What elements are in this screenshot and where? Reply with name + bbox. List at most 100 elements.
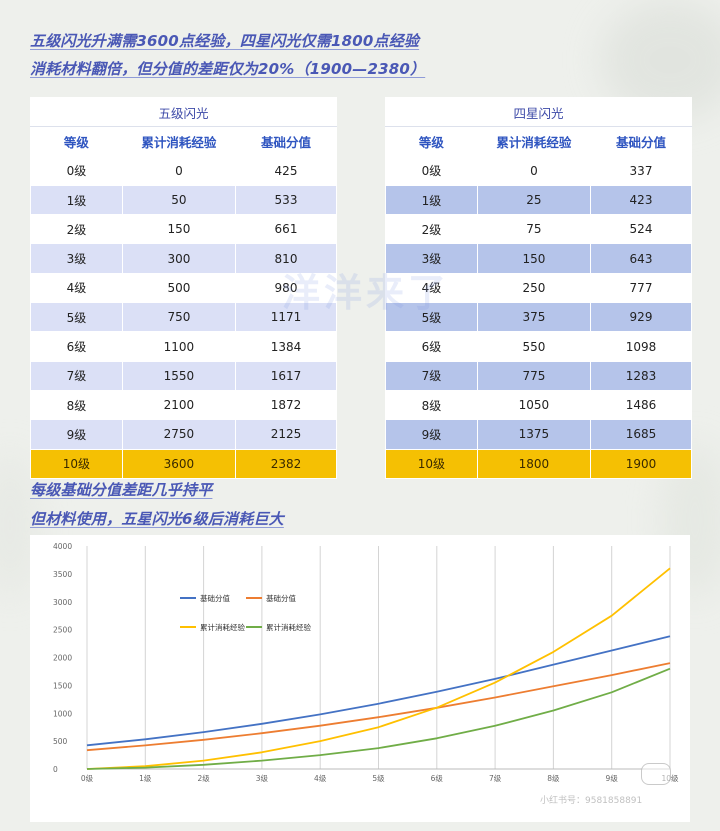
heading-line-3: 每级基础分值差距几乎持平 xyxy=(30,481,213,499)
cell-level: 8级 xyxy=(385,389,478,421)
series-line xyxy=(86,667,671,770)
cell-level: 10级 xyxy=(385,448,478,479)
badge-decoration xyxy=(641,763,671,785)
x-tick-label: 0级 xyxy=(81,773,94,783)
cell-score: 929 xyxy=(590,302,692,333)
cell-score: 533 xyxy=(235,184,337,216)
cell-score: 661 xyxy=(235,214,337,245)
x-tick-label: 8级 xyxy=(547,773,560,783)
series-line xyxy=(86,635,671,747)
cell-level: 2级 xyxy=(385,214,478,245)
cell-exp: 500 xyxy=(121,272,237,304)
cell-score: 810 xyxy=(235,243,337,274)
table-row: 8级 2100 1872 xyxy=(30,389,337,421)
cell-exp: 1550 xyxy=(121,360,237,391)
table-row: 1级 25 423 xyxy=(385,184,692,216)
column-header-exp: 累计消耗经验 xyxy=(476,126,592,157)
cell-exp: 750 xyxy=(121,302,237,333)
cell-score: 2125 xyxy=(235,419,337,450)
table-row: 8级 1050 1486 xyxy=(385,389,692,421)
cell-score: 1171 xyxy=(235,302,337,333)
cell-exp: 3600 xyxy=(121,448,237,479)
cell-level: 9级 xyxy=(30,419,123,450)
table-row: 1级 50 533 xyxy=(30,184,337,216)
x-tick-label: 5级 xyxy=(372,773,385,783)
table-row: 0级 0 337 xyxy=(385,155,692,186)
cell-score: 423 xyxy=(590,184,692,216)
cell-level: 0级 xyxy=(30,155,123,186)
x-tick-label: 3级 xyxy=(256,773,269,783)
cell-exp: 1050 xyxy=(476,389,592,421)
table-row: 0级 0 425 xyxy=(30,155,337,186)
heading-line-4: 但材料使用，五星闪光6级后消耗巨大 xyxy=(30,510,284,528)
column-header-exp: 累计消耗经验 xyxy=(121,126,237,157)
column-header-score: 基础分值 xyxy=(235,126,337,157)
table-row: 4级 500 980 xyxy=(30,272,337,304)
column-header-level: 等级 xyxy=(385,126,478,157)
cell-level: 6级 xyxy=(30,331,123,362)
cell-level: 3级 xyxy=(385,243,478,274)
series-line xyxy=(86,567,671,770)
cell-score: 1872 xyxy=(235,389,337,421)
table-row: 7级 775 1283 xyxy=(385,360,692,391)
cell-exp: 300 xyxy=(121,243,237,274)
cell-exp: 150 xyxy=(121,214,237,245)
x-tick-label: 6级 xyxy=(431,773,444,783)
series-line xyxy=(86,662,671,752)
y-tick-label: 2000 xyxy=(53,654,72,663)
cell-score: 980 xyxy=(235,272,337,304)
corner-watermark: 小红书号：9581858891 xyxy=(540,796,643,806)
x-tick-label: 1级 xyxy=(139,773,152,783)
table-title: 五级闪光 xyxy=(30,96,337,128)
legend-label: 累计消耗经验 xyxy=(200,622,245,632)
cell-level: 9级 xyxy=(385,419,478,450)
y-tick-label: 0 xyxy=(53,765,58,774)
x-tick-label: 7级 xyxy=(489,773,502,783)
cell-score: 643 xyxy=(590,243,692,274)
cell-level: 7级 xyxy=(30,360,123,391)
cell-exp: 25 xyxy=(476,184,592,216)
cell-exp: 1100 xyxy=(121,331,237,362)
y-tick-label: 4000 xyxy=(53,542,72,551)
table-row: 6级 1100 1384 xyxy=(30,331,337,362)
x-tick-label: 4级 xyxy=(314,773,327,783)
table-row: 3级 150 643 xyxy=(385,243,692,274)
column-header-level: 等级 xyxy=(30,126,123,157)
heading-line-2: 消耗材料翻倍，但分值的差距仅为20%（1900—2380） xyxy=(30,60,426,78)
cell-level: 8级 xyxy=(30,389,123,421)
table-row: 6级 550 1098 xyxy=(385,331,692,362)
cell-score: 777 xyxy=(590,272,692,304)
legend-label: 基础分值 xyxy=(200,593,230,603)
cell-level: 6级 xyxy=(385,331,478,362)
cell-score: 1486 xyxy=(590,389,692,421)
heading-line-1: 五级闪光升满需3600点经验，四星闪光仅需1800点经验 xyxy=(30,32,420,50)
cell-score: 337 xyxy=(590,155,692,186)
table-row: 2级 150 661 xyxy=(30,214,337,245)
cell-level: 7级 xyxy=(385,360,478,391)
cell-score: 425 xyxy=(235,155,337,186)
four-star-table: 四星闪光 等级 累计消耗经验 基础分值 0级 0 337 1级 25 423 2级 75 524… xyxy=(385,96,692,479)
cell-level: 10级 xyxy=(30,448,123,479)
x-tick-label: 9级 xyxy=(606,773,619,783)
line-chart: 0 500 1000 1500 2000 2500 3000 3500 4000 0级 1级 2级 3级… xyxy=(30,535,690,822)
cell-score: 2382 xyxy=(235,448,337,479)
table-row: 10级 3600 2382 xyxy=(30,448,337,479)
cell-exp: 1800 xyxy=(476,448,592,479)
cell-exp: 1375 xyxy=(476,419,592,450)
cell-exp: 250 xyxy=(476,272,592,304)
cell-level: 0级 xyxy=(385,155,478,186)
cell-score: 1384 xyxy=(235,331,337,362)
table-row: 9级 1375 1685 xyxy=(385,419,692,450)
table-row: 10级 1800 1900 xyxy=(385,448,692,479)
cell-level: 4级 xyxy=(385,272,478,304)
cell-score: 1900 xyxy=(590,448,692,479)
legend-label: 基础分值 xyxy=(266,593,296,603)
y-tick-label: 2500 xyxy=(53,626,72,635)
table-row: 9级 2750 2125 xyxy=(30,419,337,450)
cell-level: 4级 xyxy=(30,272,123,304)
cell-score: 524 xyxy=(590,214,692,245)
table-row: 4级 250 777 xyxy=(385,272,692,304)
cell-level: 1级 xyxy=(30,184,123,216)
cell-exp: 0 xyxy=(121,155,237,186)
table-row: 5级 375 929 xyxy=(385,302,692,333)
